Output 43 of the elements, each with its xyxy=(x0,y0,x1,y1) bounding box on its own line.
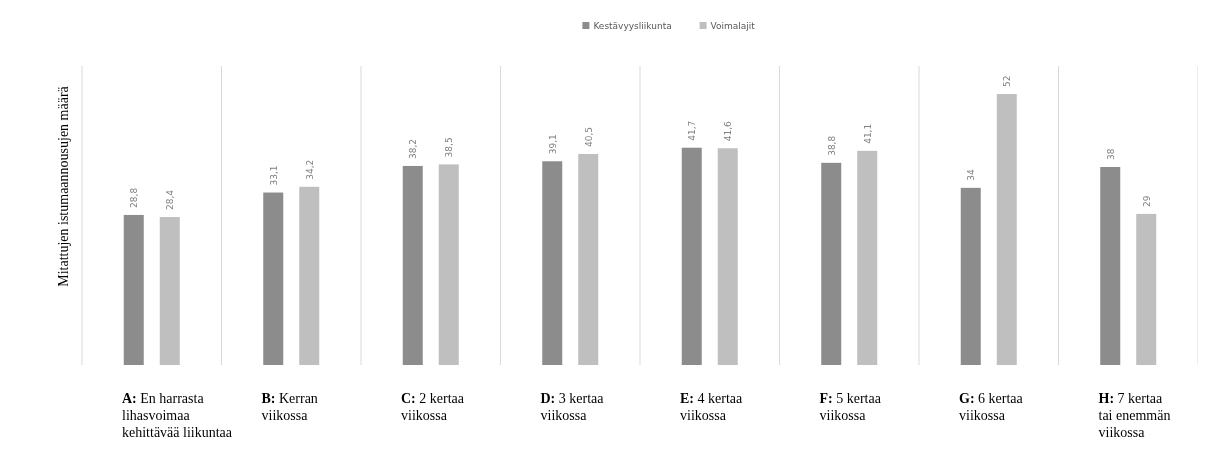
y-axis-title: Mitattujen istumaannousujen määrä xyxy=(56,85,71,287)
x-tick-label: D: 3 kertaa viikossa xyxy=(540,391,605,423)
bar xyxy=(1100,167,1121,365)
data-label: 41,1 xyxy=(862,123,873,144)
data-label: 33,1 xyxy=(268,165,279,186)
bar xyxy=(717,148,738,365)
data-label: 52 xyxy=(1002,75,1013,88)
data-label: 41,7 xyxy=(687,120,698,141)
bar xyxy=(263,192,284,365)
x-tick-label: C: 2 kertaa viikossa xyxy=(401,391,465,423)
bar xyxy=(123,214,144,365)
bar xyxy=(578,153,599,365)
bar xyxy=(438,164,459,365)
data-label: 38,8 xyxy=(826,135,837,156)
data-label: 29 xyxy=(1141,195,1152,207)
bar xyxy=(299,186,320,365)
x-tick-label: B: Kerran viikossa xyxy=(261,391,318,423)
x-tick-label: A: En harrasta lihasvoimaa kehittävää liikuntaa xyxy=(122,391,233,440)
bar xyxy=(1136,213,1157,365)
bar xyxy=(402,165,423,365)
bar xyxy=(159,217,180,365)
x-tick-label: G: 6 kertaa viikossa xyxy=(959,391,1024,423)
data-label: 38,5 xyxy=(444,137,455,158)
legend-label: Voimalajit xyxy=(710,21,756,31)
data-label: 40,5 xyxy=(583,126,594,147)
bar xyxy=(960,187,981,365)
data-label: 34,2 xyxy=(304,159,315,180)
data-label: 41,6 xyxy=(723,120,734,142)
bar xyxy=(681,147,702,365)
x-tick-label: H: 7 kertaa tai enemmän viikossa xyxy=(1098,391,1171,440)
bar xyxy=(542,161,563,365)
x-tick-label: F: 5 kertaa viikossa xyxy=(819,391,882,423)
data-label: 38 xyxy=(1105,148,1116,160)
bar xyxy=(996,94,1017,365)
data-label: 28,4 xyxy=(165,189,176,211)
data-label: 28,8 xyxy=(129,187,140,208)
x-tick-label: E: 4 kertaa viikossa xyxy=(680,391,743,423)
bar xyxy=(821,162,842,365)
data-label: 34 xyxy=(966,169,977,181)
data-label: 38,2 xyxy=(408,138,419,159)
data-label: 39,1 xyxy=(547,134,558,155)
bar xyxy=(857,150,878,365)
legend-label: Kestävyysliikunta xyxy=(593,21,672,31)
